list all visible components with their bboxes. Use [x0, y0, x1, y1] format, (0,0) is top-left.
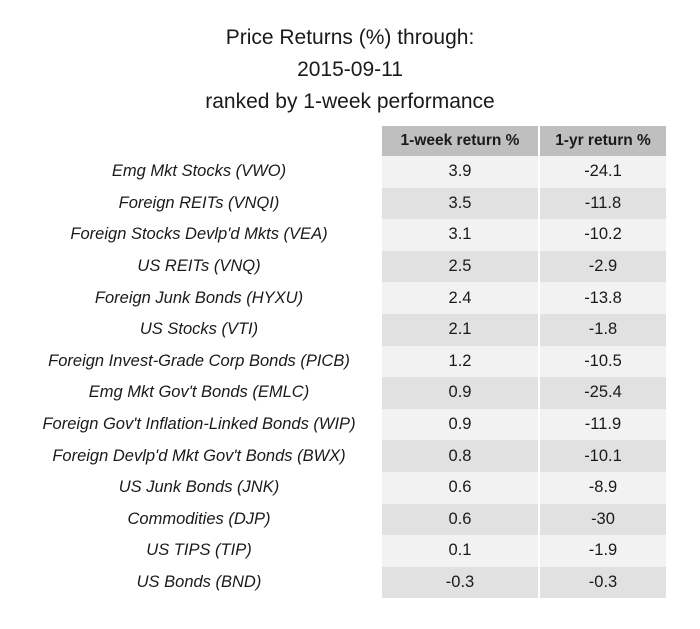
cell-1-week-return: 0.9 [382, 408, 538, 441]
cell-1-week-return: 0.6 [382, 503, 538, 536]
row-label: Foreign Stocks Devlp'd Mkts (VEA) [70, 225, 328, 244]
table-body: Emg Mkt Stocks (VWO) 3.9 -24.1 Foreign REIT… [16, 156, 666, 599]
table-row: Foreign Invest-Grade Corp Bonds (PICB) 1.… [16, 345, 666, 378]
header-blank [16, 126, 382, 156]
table-row: Commodities (DJP) 0.6 -30 [16, 503, 666, 536]
cell-1-yr-return: -0.3 [538, 566, 666, 599]
cell-1-week-return: 2.5 [382, 250, 538, 283]
cell-1-week-return: 0.8 [382, 440, 538, 472]
row-label: Foreign Devlp'd Mkt Gov't Bonds (BWX) [52, 446, 346, 465]
cell-1-week-return: 2.4 [382, 282, 538, 314]
table-row: US Bonds (BND) -0.3 -0.3 [16, 566, 666, 599]
row-label: Emg Mkt Stocks (VWO) [111, 162, 287, 181]
table-row: US TIPS (TIP) 0.1 -1.9 [16, 535, 666, 567]
title-line-1: Price Returns (%) through: [225, 26, 475, 49]
cell-1-week-return: 3.9 [382, 156, 538, 188]
cell-1-week-return: 2.1 [382, 313, 538, 346]
row-label: Emg Mkt Gov't Bonds (EMLC) [88, 383, 310, 402]
table-row: US Junk Bonds (JNK) 0.6 -8.9 [16, 471, 666, 504]
cell-1-week-return: 0.6 [382, 471, 538, 504]
title-line-3: ranked by 1-week performance [205, 90, 495, 113]
table-row: Emg Mkt Gov't Bonds (EMLC) 0.9 -25.4 [16, 377, 666, 409]
header-row: 1-week return % 1-yr return % [16, 126, 666, 156]
cell-1-week-return: 0.9 [382, 377, 538, 409]
cell-1-yr-return: -25.4 [538, 377, 666, 409]
row-label: Foreign REITs (VNQI) [118, 193, 280, 212]
row-label: US Junk Bonds (JNK) [118, 478, 280, 497]
table-row: US REITs (VNQ) 2.5 -2.9 [16, 250, 666, 283]
cell-1-yr-return: -2.9 [538, 250, 666, 283]
row-label: US Bonds (BND) [136, 573, 262, 592]
cell-1-week-return: 0.1 [382, 535, 538, 567]
chart-title: Price Returns (%) through: 2015-09-11 ra… [0, 22, 700, 118]
returns-table: 1-week return % 1-yr return % Emg Mkt St… [16, 126, 666, 599]
table-row: Emg Mkt Stocks (VWO) 3.9 -24.1 [16, 156, 666, 188]
cell-1-yr-return: -8.9 [538, 471, 666, 504]
column-header-1-yr-return: 1-yr return % [538, 126, 666, 156]
cell-1-yr-return: -10.5 [538, 345, 666, 378]
cell-1-week-return: 3.5 [382, 187, 538, 220]
row-label: US REITs (VNQ) [137, 257, 261, 276]
row-label: Foreign Junk Bonds (HYXU) [94, 288, 304, 307]
cell-1-yr-return: -11.9 [538, 408, 666, 441]
column-header-1-week-return: 1-week return % [382, 126, 538, 156]
cell-1-week-return: -0.3 [382, 566, 538, 599]
row-label: Foreign Gov't Inflation-Linked Bonds (WI… [42, 415, 356, 434]
table-row: Foreign Gov't Inflation-Linked Bonds (WI… [16, 408, 666, 441]
row-label: Commodities (DJP) [127, 509, 271, 528]
cell-1-yr-return: -10.2 [538, 219, 666, 251]
table-row: Foreign Devlp'd Mkt Gov't Bonds (BWX) 0.8… [16, 440, 666, 472]
title-line-2: 2015-09-11 [297, 58, 403, 81]
row-label: US Stocks (VTI) [139, 320, 259, 339]
cell-1-week-return: 3.1 [382, 219, 538, 251]
table-row: Foreign Stocks Devlp'd Mkts (VEA) 3.1 -10.… [16, 219, 666, 251]
table-row: Foreign REITs (VNQI) 3.5 -11.8 [16, 187, 666, 220]
table-row: US Stocks (VTI) 2.1 -1.8 [16, 313, 666, 346]
row-label: Foreign Invest-Grade Corp Bonds (PICB) [48, 351, 350, 370]
cell-1-yr-return: -1.9 [538, 535, 666, 567]
cell-1-yr-return: -13.8 [538, 282, 666, 314]
cell-1-yr-return: -10.1 [538, 440, 666, 472]
table-row: Foreign Junk Bonds (HYXU) 2.4 -13.8 [16, 282, 666, 314]
row-label: US TIPS (TIP) [146, 541, 252, 560]
cell-1-yr-return: -24.1 [538, 156, 666, 188]
cell-1-week-return: 1.2 [382, 345, 538, 378]
cell-1-yr-return: -30 [538, 503, 666, 536]
cell-1-yr-return: -11.8 [538, 187, 666, 220]
cell-1-yr-return: -1.8 [538, 313, 666, 346]
